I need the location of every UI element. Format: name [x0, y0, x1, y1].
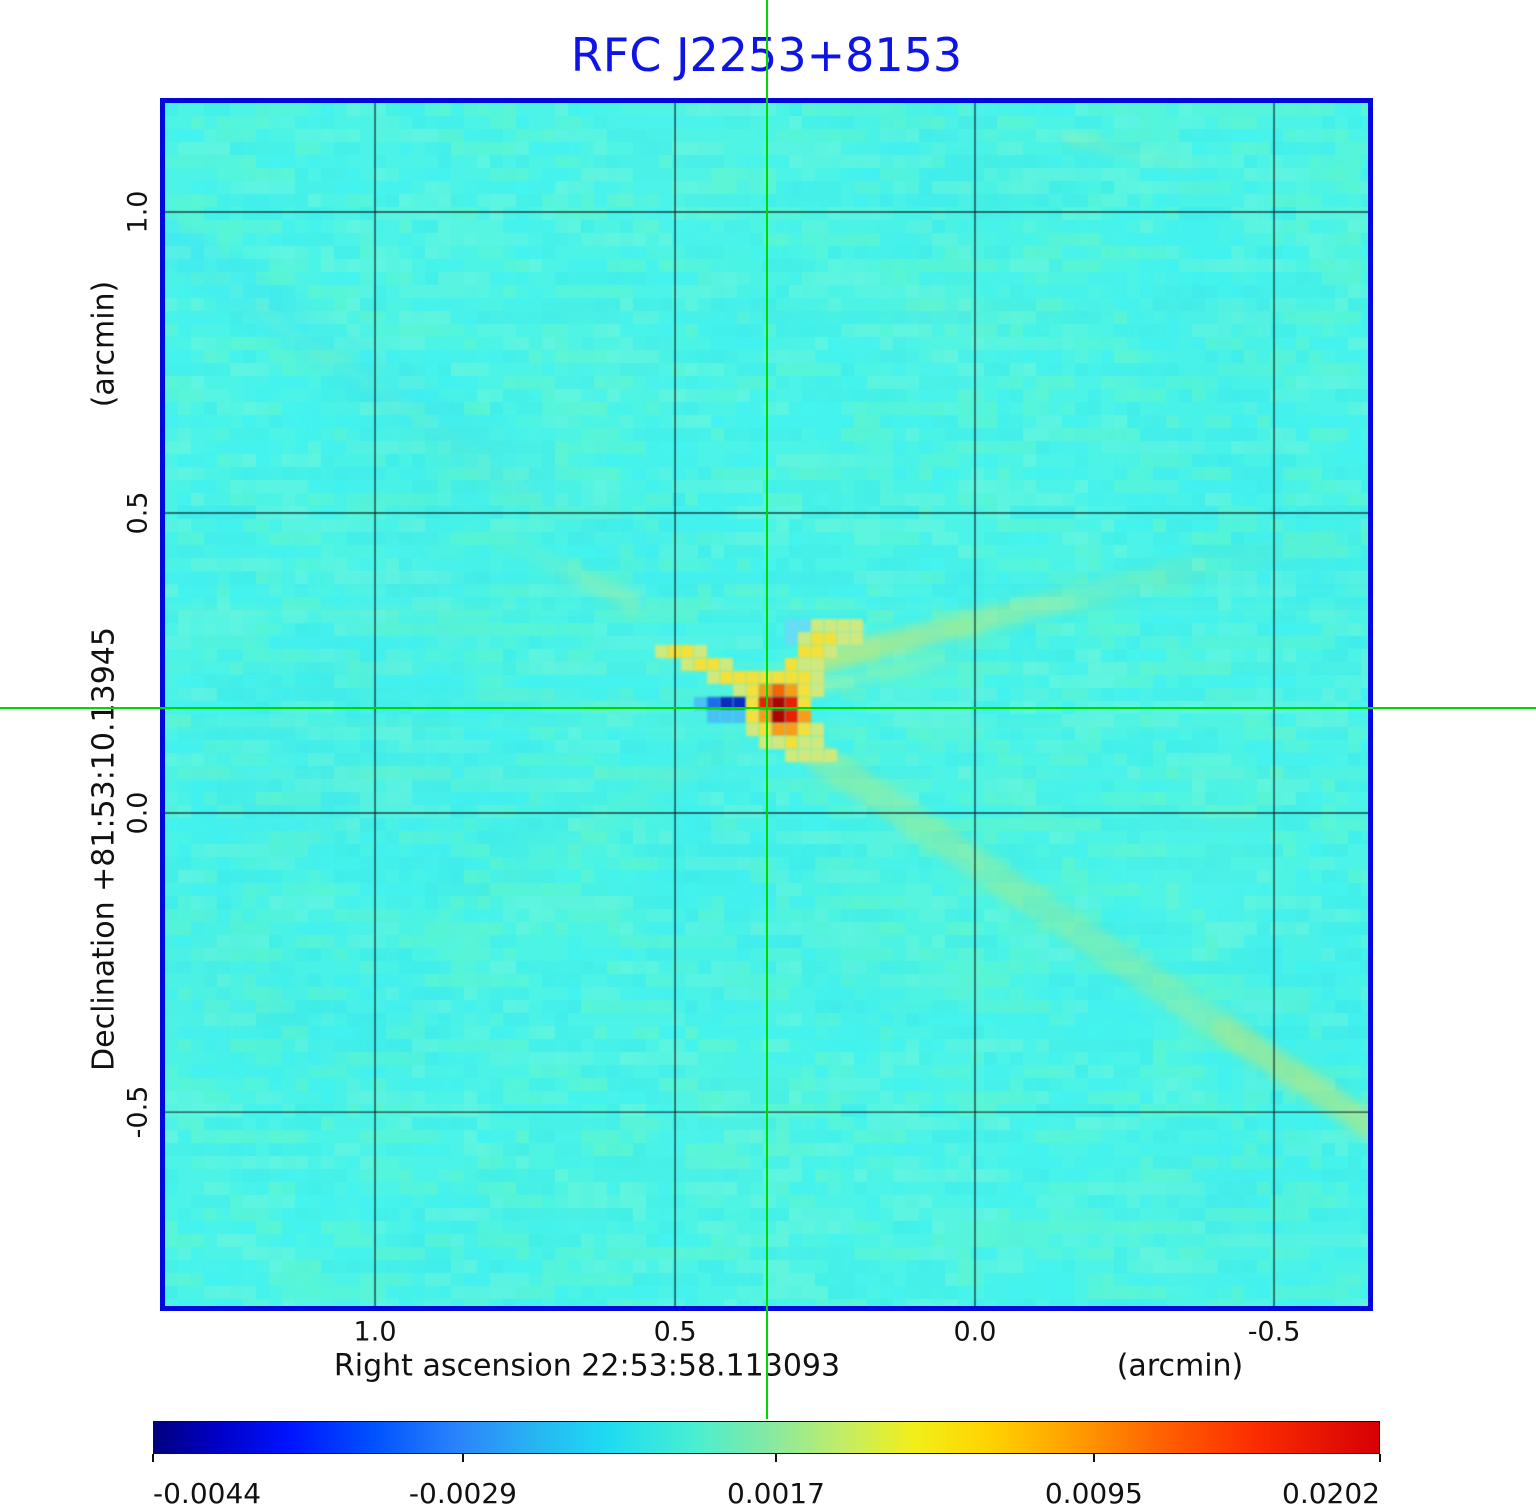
colorbar-tick-label: 0.0202 — [1282, 1477, 1380, 1510]
y-tick-label: 0.0 — [122, 791, 154, 835]
y-tick-label: 0.5 — [122, 491, 154, 535]
colorbar-tick — [152, 1454, 154, 1462]
colorbar-tick — [461, 1454, 464, 1462]
x-tick-label: 1.0 — [353, 1316, 397, 1348]
x-tick-label: 0.0 — [953, 1316, 997, 1348]
colorbar-tick — [1379, 1454, 1381, 1462]
colorbar-tick-label: 0.0095 — [1044, 1477, 1143, 1510]
colorbar — [153, 1421, 1380, 1454]
x-axis-title: Right ascension 22:53:58.113093 — [333, 1348, 841, 1384]
crosshair-vertical-line — [766, 0, 768, 1419]
y-axis-unit-label: (arcmin) — [86, 280, 122, 408]
x-tick-label: -0.5 — [1247, 1316, 1301, 1348]
colorbar-tick-label: 0.0017 — [726, 1477, 825, 1510]
x-axis-unit-label: (arcmin) — [1116, 1348, 1244, 1384]
colorbar-tick-label: -0.0029 — [408, 1477, 517, 1510]
y-tick-label: -0.5 — [122, 1085, 154, 1139]
colorbar-tick — [774, 1454, 777, 1462]
colorbar-tick — [1092, 1454, 1095, 1462]
y-tick-label: 1.0 — [122, 190, 154, 234]
crosshair-horizontal-line — [0, 707, 1536, 709]
x-tick-label: 0.5 — [653, 1316, 697, 1348]
y-axis-title: Declination +81:53:10.13945 — [86, 627, 122, 1071]
colorbar-tick-label: -0.0044 — [153, 1477, 262, 1510]
